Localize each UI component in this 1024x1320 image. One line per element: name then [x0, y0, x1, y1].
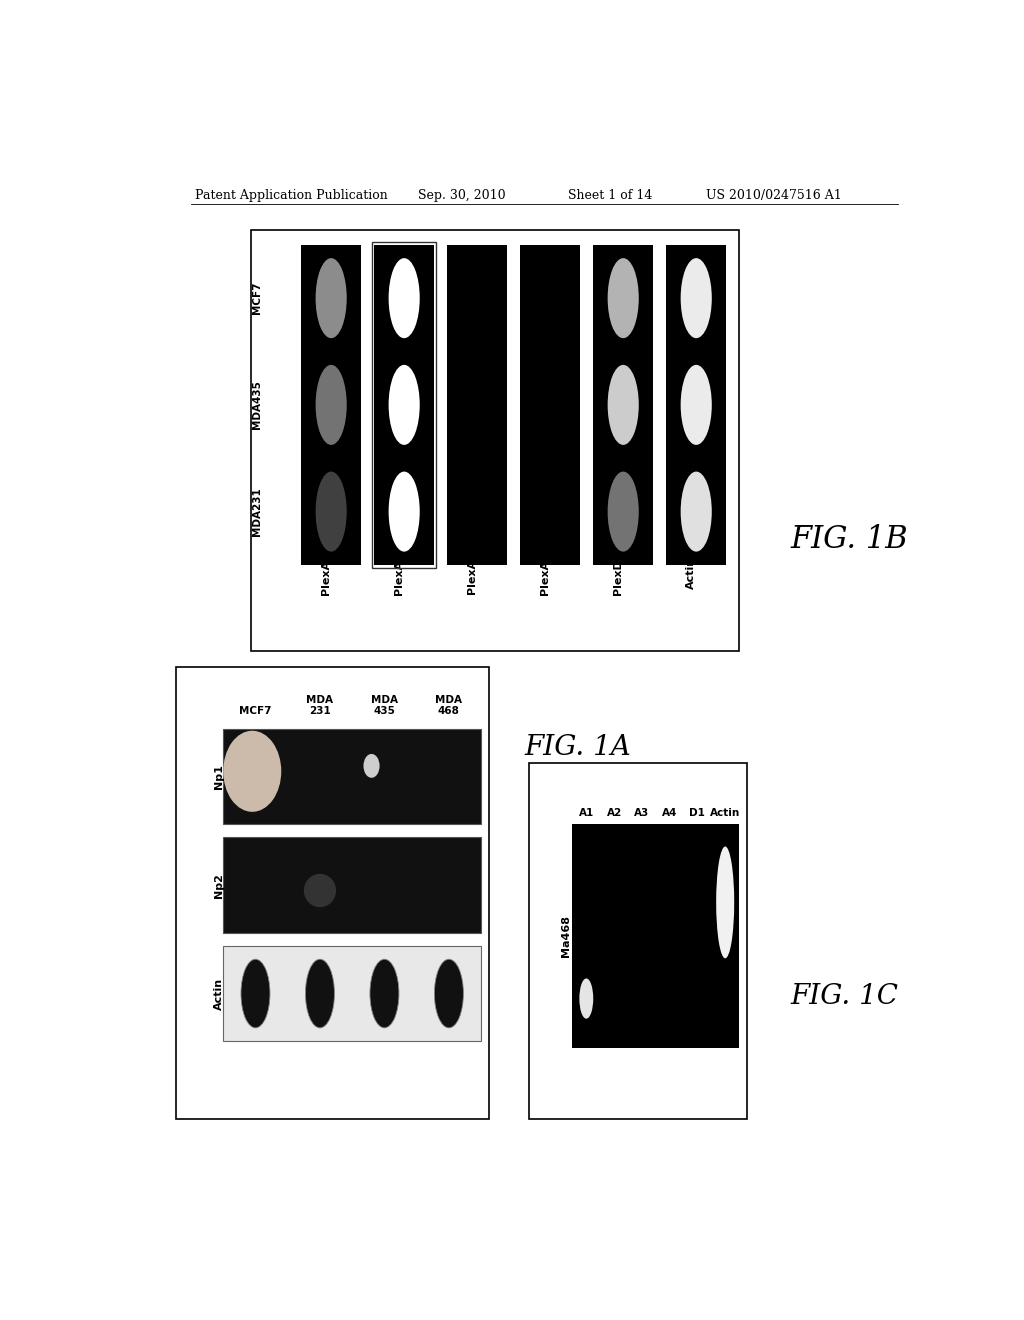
Text: PlexA3: PlexA3 [467, 552, 477, 594]
Text: MDA
231: MDA 231 [306, 694, 334, 717]
Text: A2: A2 [606, 808, 622, 818]
Bar [667, 244, 726, 565]
Ellipse shape [315, 471, 347, 552]
Ellipse shape [388, 259, 420, 338]
Ellipse shape [716, 846, 734, 958]
Text: FIG. 1C: FIG. 1C [791, 983, 899, 1010]
Text: MCF7: MCF7 [240, 706, 271, 717]
Ellipse shape [388, 364, 420, 445]
Text: A1: A1 [579, 808, 594, 818]
Bar [572, 824, 739, 1048]
Text: A4: A4 [662, 808, 677, 818]
Ellipse shape [364, 754, 380, 777]
Text: US 2010/0247516 A1: US 2010/0247516 A1 [706, 189, 842, 202]
Ellipse shape [223, 731, 282, 812]
Bar [223, 946, 481, 1041]
Text: Ma468: Ma468 [561, 915, 571, 957]
Bar [447, 244, 507, 565]
Text: D1: D1 [689, 808, 706, 818]
Ellipse shape [241, 960, 270, 1028]
Text: Patent Application Publication: Patent Application Publication [196, 189, 388, 202]
Ellipse shape [315, 259, 347, 338]
Ellipse shape [607, 364, 639, 445]
Bar [251, 230, 739, 651]
Text: Sep. 30, 2010: Sep. 30, 2010 [418, 189, 505, 202]
Text: Actin: Actin [710, 808, 740, 818]
Text: PlexA1: PlexA1 [322, 552, 331, 594]
Text: FIG. 1B: FIG. 1B [791, 524, 908, 554]
Ellipse shape [305, 960, 335, 1028]
Text: PlexD1: PlexD1 [613, 552, 624, 595]
Bar [528, 763, 748, 1119]
Text: MDA231: MDA231 [252, 487, 262, 536]
Text: Np2: Np2 [214, 873, 224, 898]
Ellipse shape [580, 978, 593, 1019]
Bar [593, 244, 653, 565]
Ellipse shape [681, 259, 712, 338]
Ellipse shape [607, 471, 639, 552]
Text: MCF7: MCF7 [252, 282, 262, 314]
Ellipse shape [434, 960, 464, 1028]
Bar [374, 244, 434, 565]
Ellipse shape [370, 960, 399, 1028]
Ellipse shape [388, 471, 420, 552]
Ellipse shape [304, 874, 336, 907]
Ellipse shape [315, 364, 347, 445]
Text: MDA435: MDA435 [252, 380, 262, 429]
Text: Actin: Actin [214, 978, 224, 1010]
Text: PlexA4: PlexA4 [541, 552, 550, 594]
Text: A3: A3 [634, 808, 649, 818]
Ellipse shape [681, 471, 712, 552]
Bar [301, 244, 361, 565]
Bar [372, 242, 436, 568]
Bar [223, 729, 481, 825]
Text: Np1: Np1 [214, 764, 224, 789]
Text: FIG. 1A: FIG. 1A [524, 734, 632, 762]
Bar [520, 244, 581, 565]
Text: Sheet 1 of 14: Sheet 1 of 14 [568, 189, 653, 202]
Text: Actin: Actin [686, 557, 696, 589]
Ellipse shape [681, 364, 712, 445]
Text: MDA
435: MDA 435 [371, 694, 398, 717]
Bar [176, 667, 489, 1119]
Ellipse shape [607, 259, 639, 338]
Text: PlexA2: PlexA2 [394, 552, 404, 594]
Text: MDA
468: MDA 468 [435, 694, 463, 717]
Bar [223, 837, 481, 933]
